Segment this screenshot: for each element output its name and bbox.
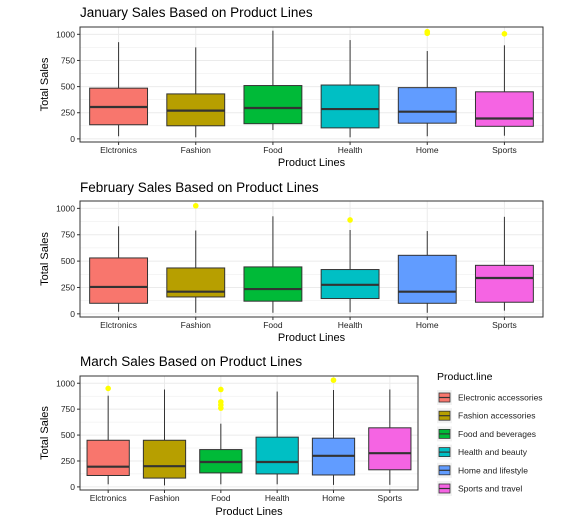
legend-item: Sports and travel: [437, 481, 522, 496]
plot-background: [80, 376, 418, 490]
x-tick-label: Elctronics: [100, 145, 137, 155]
y-tick-label: 500: [61, 82, 75, 92]
chart-panel-3: March Sales Based on Product Lines 0 250 50…: [39, 354, 418, 518]
legend-label: Electronic accessories: [458, 393, 543, 403]
outlier-point: [424, 29, 430, 35]
legend: Product.line Electronic accessories Fashio…: [437, 371, 543, 496]
x-tick-label: Food: [263, 145, 283, 155]
box-iqr: [475, 92, 533, 127]
outlier-point: [331, 377, 337, 383]
x-axis-title: Product Lines: [278, 157, 346, 169]
x-tick-label: Sports: [492, 145, 517, 155]
box-iqr: [244, 267, 302, 301]
box-iqr: [321, 85, 379, 128]
box-iqr: [244, 86, 302, 124]
y-tick-label: 750: [61, 230, 75, 240]
outlier-point: [218, 399, 224, 405]
x-tick-label: Health: [265, 493, 290, 503]
legend-item: Food and beverages: [437, 426, 536, 441]
y-tick-label: 0: [70, 309, 75, 319]
legend-label: Health and beauty: [458, 447, 528, 457]
outlier-point: [193, 203, 199, 209]
outlier-point: [347, 217, 353, 223]
x-tick-label: Fashion: [181, 320, 212, 330]
legend-label: Fashion accessories: [458, 411, 535, 421]
y-tick-label: 500: [61, 256, 75, 266]
x-tick-label: Sports: [492, 320, 517, 330]
box-iqr: [90, 258, 148, 303]
box-iqr: [475, 265, 533, 302]
x-axis-title: Product Lines: [278, 332, 346, 344]
x-tick-label: Health: [338, 320, 363, 330]
x-tick-label: Home: [416, 320, 439, 330]
x-axis-title: Product Lines: [215, 506, 283, 518]
box-iqr: [369, 428, 411, 470]
legend-title: Product.line: [437, 371, 493, 383]
outlier-point: [502, 31, 508, 37]
y-tick-label: 1000: [56, 203, 75, 213]
box-iqr: [256, 437, 298, 474]
x-tick-label: Home: [416, 145, 439, 155]
x-tick-label: Health: [338, 145, 363, 155]
legend-item: Electronic accessories: [437, 390, 543, 405]
x-tick-label: Fashion: [149, 493, 180, 503]
y-axis-title: Total Sales: [39, 406, 51, 460]
y-tick-label: 750: [61, 404, 75, 414]
y-axis-title: Total Sales: [39, 232, 51, 286]
box-iqr: [87, 440, 129, 475]
y-tick-label: 1000: [56, 29, 75, 39]
y-tick-label: 1000: [56, 378, 75, 388]
y-tick-label: 0: [70, 482, 75, 492]
legend-label: Sports and travel: [458, 484, 522, 494]
y-tick-label: 0: [70, 134, 75, 144]
x-tick-label: Fashion: [181, 145, 212, 155]
legend-item: Health and beauty: [437, 445, 528, 460]
chart-panel-2: February Sales Based on Product Lines 0 25…: [39, 180, 543, 344]
x-tick-label: Elctronics: [100, 320, 137, 330]
outlier-point: [105, 386, 111, 392]
legend-item: Fashion accessories: [437, 408, 535, 423]
outlier-point: [218, 387, 224, 393]
y-tick-label: 500: [61, 430, 75, 440]
plot-background: [80, 27, 543, 142]
x-tick-label: Elctronics: [90, 493, 127, 503]
legend-label: Food and beverages: [458, 429, 536, 439]
x-tick-label: Food: [211, 493, 231, 503]
y-tick-label: 250: [61, 108, 75, 118]
y-axis-title: Total Sales: [39, 57, 51, 111]
x-tick-label: Food: [263, 320, 283, 330]
box-iqr: [398, 255, 456, 303]
legend-label: Home and lifestyle: [458, 465, 528, 475]
box-iqr: [398, 88, 456, 124]
x-tick-label: Home: [322, 493, 345, 503]
chart-title: January Sales Based on Product Lines: [80, 5, 313, 20]
chart-panel-1: January Sales Based on Product Lines 0 250…: [39, 5, 543, 169]
y-tick-label: 750: [61, 55, 75, 65]
y-tick-label: 250: [61, 282, 75, 292]
y-tick-label: 250: [61, 456, 75, 466]
box-iqr: [143, 440, 185, 478]
legend-item: Home and lifestyle: [437, 463, 528, 478]
plot-background: [80, 201, 543, 317]
chart-title: February Sales Based on Product Lines: [80, 180, 319, 195]
chart-title: March Sales Based on Product Lines: [80, 354, 302, 369]
x-tick-label: Sports: [378, 493, 403, 503]
